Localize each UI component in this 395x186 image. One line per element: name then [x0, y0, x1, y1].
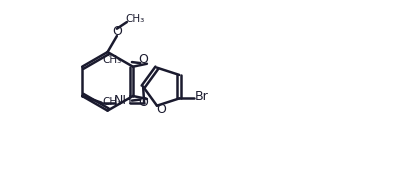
- Text: Br: Br: [195, 90, 209, 103]
- Text: O: O: [138, 96, 148, 109]
- Text: O: O: [112, 25, 122, 38]
- Text: NH: NH: [114, 94, 132, 107]
- Text: O: O: [156, 102, 166, 116]
- Text: CH₃: CH₃: [102, 55, 121, 65]
- Text: CH₃: CH₃: [126, 14, 145, 24]
- Text: O: O: [138, 53, 148, 66]
- Text: CH₃: CH₃: [102, 97, 121, 107]
